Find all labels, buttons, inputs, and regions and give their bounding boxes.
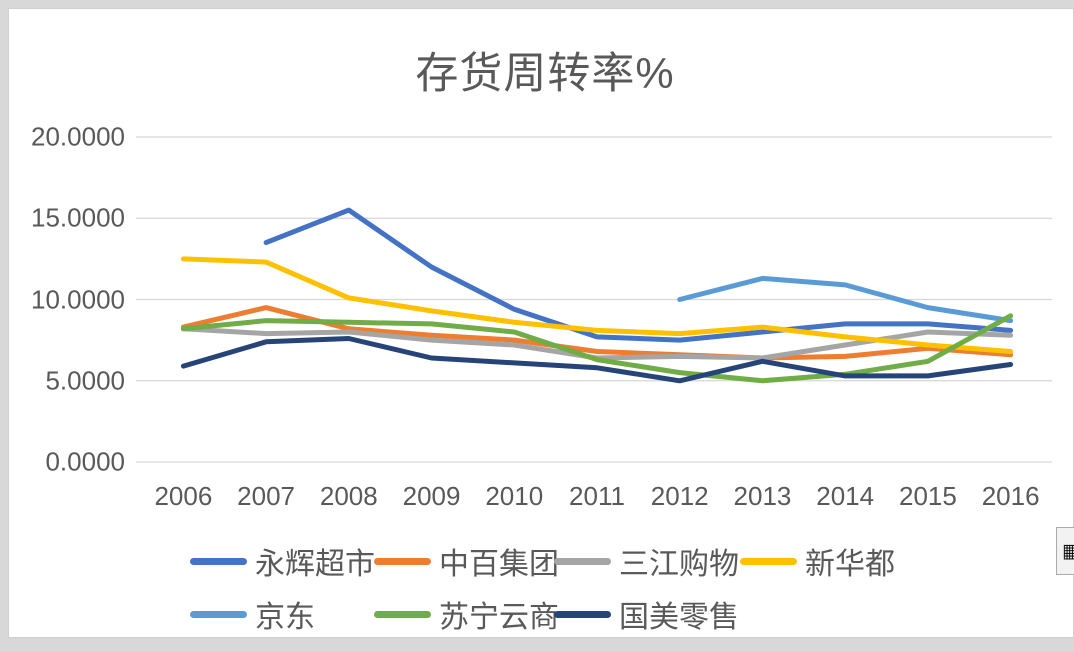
legend-label: 苏宁云商 <box>439 601 559 634</box>
series-line-5[interactable] <box>180 313 1014 384</box>
legend-label: 京东 <box>255 601 315 634</box>
legend-item[interactable]: 国美零售 <box>554 596 739 634</box>
chart-panel[interactable]: 存货周转率% 0.0000 5.0000 10.0000 15.0000 20.0000… <box>8 8 1074 638</box>
legend-line-swatch <box>740 557 797 565</box>
legend-label: 三江购物 <box>619 548 739 581</box>
x-axis-label: 2006 <box>154 481 213 511</box>
series-line-3[interactable] <box>180 256 1014 354</box>
y-axis-label: 0.0000 <box>45 446 125 477</box>
x-axis-label: 2010 <box>485 481 544 511</box>
legend-item[interactable]: 永辉超市 <box>190 543 375 581</box>
x-axis-label: 2007 <box>237 481 295 511</box>
x-axis-label: 2008 <box>319 481 378 511</box>
legend-label: 中百集团 <box>439 548 559 581</box>
legend-label: 国美零售 <box>619 601 739 634</box>
legend-line-swatch <box>190 610 247 618</box>
x-axis-label: 2009 <box>402 481 461 511</box>
legend-label: 永辉超市 <box>255 548 375 581</box>
chart-title: 存货周转率% <box>415 50 675 98</box>
legend-line-swatch <box>554 610 611 618</box>
legend-item[interactable]: 京东 <box>190 596 315 634</box>
plot-area <box>136 136 1052 463</box>
y-axis-label: 20.0000 <box>31 121 125 152</box>
series-line-4[interactable] <box>677 275 1014 324</box>
legend-item[interactable]: 三江购物 <box>554 543 739 581</box>
y-axis-label: 15.0000 <box>31 202 125 233</box>
x-axis-label: 2015 <box>898 481 957 511</box>
series-line-0[interactable] <box>263 207 1014 343</box>
x-axis-label: 2012 <box>650 481 709 511</box>
legend-item[interactable]: 新华都 <box>740 543 895 581</box>
legend-line-swatch <box>374 557 431 565</box>
series-line-6[interactable] <box>180 336 1014 384</box>
x-axis-label: 2016 <box>981 481 1040 511</box>
y-axis-label: 10.0000 <box>31 284 125 314</box>
legend-line-swatch <box>190 557 247 565</box>
legend-item[interactable]: 苏宁云商 <box>374 596 559 634</box>
legend-line-swatch <box>374 610 431 618</box>
chart-tools-button[interactable]: ▦ <box>1056 527 1074 575</box>
legend-label: 新华都 <box>805 548 895 581</box>
chart-format-icon: ▦ <box>1062 540 1074 562</box>
x-axis-label: 2011 <box>569 481 625 511</box>
legend-line-swatch <box>554 557 611 565</box>
x-axis-label: 2014 <box>816 481 875 511</box>
x-axis-label: 2013 <box>733 481 792 511</box>
legend-item[interactable]: 中百集团 <box>374 543 559 581</box>
y-axis-label: 5.0000 <box>45 365 125 396</box>
